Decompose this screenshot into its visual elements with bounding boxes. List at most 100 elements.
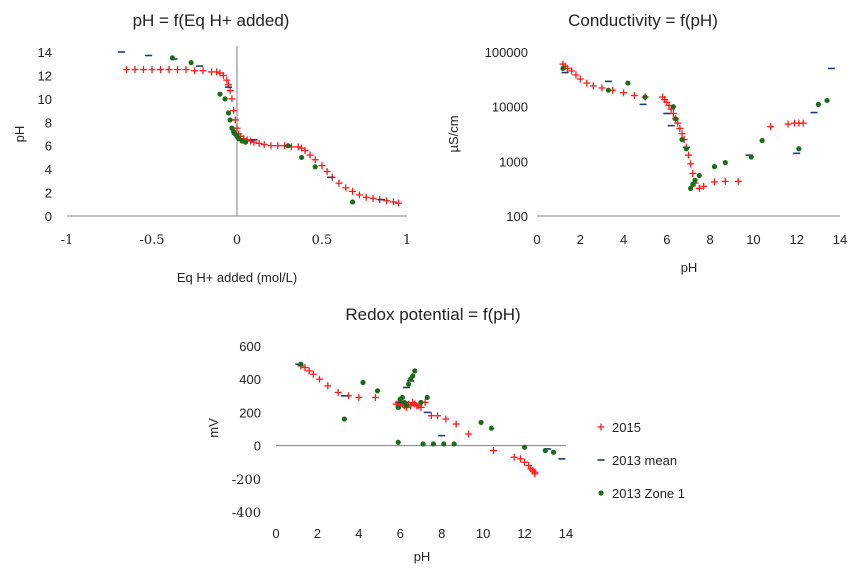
x-tick-label: -1 (61, 233, 74, 248)
data-point (225, 110, 232, 116)
x-tick-label: 0 (233, 233, 241, 248)
data-point (306, 151, 314, 159)
x-tick-label: 8 (438, 526, 445, 541)
data-point (395, 439, 401, 445)
data-point (395, 199, 402, 207)
data-point (689, 169, 697, 177)
data-point (683, 146, 689, 152)
data-point (690, 181, 696, 187)
y-tick-label: 10000 (492, 100, 528, 115)
data-point (213, 68, 221, 76)
data-point (687, 160, 695, 168)
data-point (427, 412, 435, 420)
data-point (188, 59, 194, 66)
x-tick-label: 0 (272, 526, 279, 541)
data-point (605, 87, 612, 93)
x-tick-label: 12 (517, 526, 531, 541)
y-tick-label: 600 (239, 339, 261, 354)
data-point (334, 388, 342, 396)
data-point (759, 137, 765, 144)
data-point (685, 151, 692, 159)
data-point (274, 142, 282, 150)
y-tick-label: 100000 (485, 45, 528, 60)
data-point (267, 142, 275, 150)
data-point (598, 84, 606, 92)
x-tick-label: 10 (746, 232, 760, 247)
legend-item: 2015 (597, 420, 641, 435)
series-2013-mean (561, 67, 835, 156)
data-point (227, 117, 233, 123)
data-point (228, 95, 236, 103)
x-tick-label: 4 (355, 526, 362, 541)
data-point (231, 116, 239, 124)
data-point (403, 403, 410, 409)
chart-title: Redox potential = f(pH) (345, 305, 520, 324)
data-point (399, 394, 405, 401)
data-point (312, 164, 318, 170)
legend-label: 2015 (612, 420, 641, 435)
x-tick-label: 1 (403, 233, 411, 248)
data-point (412, 368, 418, 374)
data-point (568, 67, 576, 75)
data-point (174, 66, 181, 74)
data-point (311, 156, 319, 164)
series-2015 (123, 66, 402, 207)
data-point (418, 399, 424, 406)
data-point (199, 67, 207, 75)
data-point (233, 124, 241, 132)
x-axis-label: Eq H+ added (mol/L) (177, 270, 297, 285)
y-tick-label: 200 (239, 405, 261, 420)
y-tick-label: -400 (232, 506, 261, 521)
y-tick-label: 14 (38, 45, 52, 60)
series-2013-mean (117, 51, 385, 201)
data-point (711, 164, 718, 170)
data-point (360, 379, 366, 386)
data-point (442, 415, 450, 423)
data-point (362, 193, 370, 201)
data-point (298, 361, 304, 367)
data-point (191, 67, 198, 75)
data-point (510, 453, 518, 461)
data-point (589, 82, 597, 90)
chart-conductivity-vs-ph: Conductivity = f(pH) pH µS/cm 0 2 4 6 8 10 12 1… (446, 11, 847, 275)
y-tick-label: 1000 (499, 154, 528, 169)
series-2013-zone-1 (560, 65, 830, 191)
data-point (767, 123, 775, 131)
data-point (342, 184, 350, 192)
chart-ph-vs-eq-h: pH = f(Eq H+ added) Eq H+ added (mol/L) … (12, 11, 411, 285)
data-point (324, 382, 332, 390)
chart-title: Conductivity = f(pH) (568, 11, 718, 30)
y-tick-label: 8 (45, 115, 52, 130)
y-tick-label: 4 (45, 162, 52, 177)
data-point (796, 146, 802, 152)
data-point (625, 80, 631, 86)
data-point (123, 66, 130, 74)
data-point (323, 167, 331, 175)
data-point (678, 130, 686, 138)
data-point (490, 447, 497, 455)
legend: 2015 2013 mean 2013 Zone 1 (597, 420, 685, 501)
y-tick-label: 10 (38, 92, 52, 107)
data-point (316, 375, 323, 383)
data-point (521, 458, 529, 466)
chart-redox-vs-ph: Redox potential = f(pH) pH mV 0 2 4 6 8 10 12 1… (206, 305, 573, 564)
legend-marker (597, 423, 605, 431)
data-point (799, 119, 807, 127)
x-tick-label: 14 (833, 232, 847, 247)
data-point (452, 420, 460, 428)
data-point (374, 388, 381, 394)
data-point (355, 393, 363, 401)
data-point (255, 139, 263, 147)
data-point (285, 143, 291, 149)
data-point (572, 71, 580, 79)
data-point (219, 71, 227, 79)
data-point (721, 177, 729, 185)
x-tick-label: 14 (559, 526, 573, 541)
data-point (417, 403, 425, 411)
x-tick-label: 4 (620, 232, 627, 247)
data-point (465, 430, 473, 438)
data-point (341, 416, 347, 422)
data-point (669, 109, 677, 117)
data-point (383, 197, 391, 205)
